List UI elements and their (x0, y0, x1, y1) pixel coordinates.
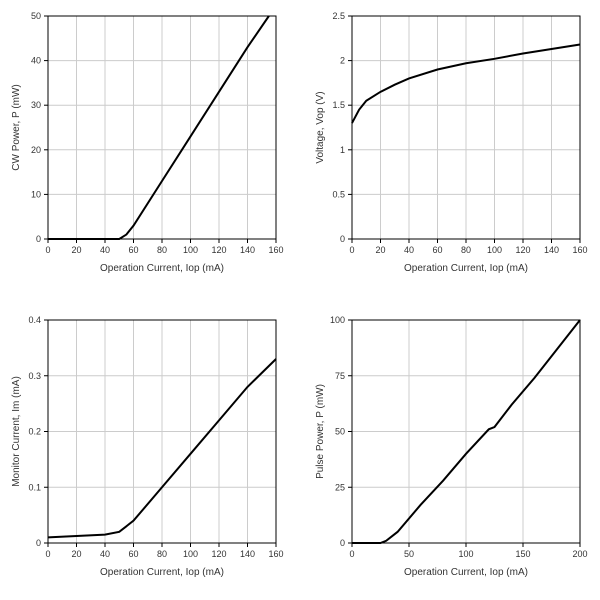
svg-text:0: 0 (349, 549, 354, 559)
svg-text:0: 0 (340, 234, 345, 244)
svg-text:20: 20 (71, 549, 81, 559)
svg-text:0: 0 (45, 549, 50, 559)
svg-text:0: 0 (36, 538, 41, 548)
svg-text:100: 100 (330, 315, 345, 325)
svg-text:80: 80 (157, 245, 167, 255)
svg-text:100: 100 (458, 549, 473, 559)
chart-svg-monitor-current: 0 20 40 60 80 100 120 140 160 0 0.1 0.2 0.3 0.4 Operat… (6, 310, 286, 585)
svg-text:80: 80 (157, 549, 167, 559)
svg-text:0: 0 (349, 245, 354, 255)
svg-text:CW Power, P (mW): CW Power, P (mW) (11, 84, 22, 170)
svg-text:140: 140 (544, 245, 559, 255)
svg-text:60: 60 (128, 549, 138, 559)
svg-text:160: 160 (268, 245, 283, 255)
svg-text:50: 50 (335, 427, 345, 437)
svg-text:Voltage, Vop (V): Voltage, Vop (V) (315, 91, 326, 163)
svg-text:30: 30 (31, 100, 41, 110)
svg-text:20: 20 (31, 145, 41, 155)
svg-text:120: 120 (515, 245, 530, 255)
chart-svg-cw-power: 0 20 40 60 80 100 120 140 160 0 10 20 30 40 50 Operatio… (6, 6, 286, 281)
svg-text:0.2: 0.2 (28, 427, 41, 437)
chart-svg-pulse-power: 0 50 100 150 200 0 25 50 75 100 Operation Current,… (310, 310, 590, 585)
svg-text:Operation Current, Iop (mA): Operation Current, Iop (mA) (404, 567, 528, 578)
svg-text:Pulse Power, P (mW): Pulse Power, P (mW) (315, 384, 326, 479)
svg-text:40: 40 (404, 245, 414, 255)
svg-text:0.1: 0.1 (28, 482, 41, 492)
svg-text:40: 40 (31, 56, 41, 66)
svg-text:0: 0 (340, 538, 345, 548)
svg-text:10: 10 (31, 189, 41, 199)
svg-text:Operation Current, Iop (mA): Operation Current, Iop (mA) (100, 263, 224, 274)
svg-text:160: 160 (268, 549, 283, 559)
svg-text:160: 160 (572, 245, 587, 255)
svg-text:Operation Current, Iop (mA): Operation Current, Iop (mA) (404, 263, 528, 274)
svg-text:0.4: 0.4 (28, 315, 41, 325)
svg-text:60: 60 (432, 245, 442, 255)
svg-text:100: 100 (183, 245, 198, 255)
chart-cw-power: 0 20 40 60 80 100 120 140 160 0 10 20 30 40 50 Operatio… (6, 6, 290, 290)
svg-text:1.5: 1.5 (332, 100, 345, 110)
svg-text:25: 25 (335, 482, 345, 492)
svg-text:50: 50 (31, 11, 41, 21)
svg-text:40: 40 (100, 549, 110, 559)
svg-text:0.5: 0.5 (332, 189, 345, 199)
svg-text:2.5: 2.5 (332, 11, 345, 21)
svg-text:150: 150 (515, 549, 530, 559)
svg-text:0: 0 (36, 234, 41, 244)
svg-text:20: 20 (71, 245, 81, 255)
svg-text:50: 50 (404, 549, 414, 559)
svg-text:100: 100 (183, 549, 198, 559)
svg-text:0.3: 0.3 (28, 371, 41, 381)
chart-pulse-power: 0 50 100 150 200 0 25 50 75 100 Operation Current,… (310, 310, 594, 594)
svg-text:Monitor Current, Im (mA): Monitor Current, Im (mA) (11, 376, 22, 487)
svg-text:20: 20 (375, 245, 385, 255)
svg-text:120: 120 (211, 549, 226, 559)
chart-svg-voltage: 0 20 40 60 80 100 120 140 160 0 0.5 1 1.5 2 2.5 Operati… (310, 6, 590, 281)
svg-text:140: 140 (240, 245, 255, 255)
chart-monitor-current: 0 20 40 60 80 100 120 140 160 0 0.1 0.2 0.3 0.4 Operat… (6, 310, 290, 594)
svg-text:1: 1 (340, 145, 345, 155)
svg-text:120: 120 (211, 245, 226, 255)
svg-text:2: 2 (340, 56, 345, 66)
chart-grid: 02040608010012014016001020304050Operatio… (0, 0, 600, 600)
svg-text:100: 100 (487, 245, 502, 255)
svg-text:200: 200 (572, 549, 587, 559)
chart-voltage: 0 20 40 60 80 100 120 140 160 0 0.5 1 1.5 2 2.5 Operati… (310, 6, 594, 290)
svg-text:40: 40 (100, 245, 110, 255)
svg-text:75: 75 (335, 371, 345, 381)
svg-text:80: 80 (461, 245, 471, 255)
svg-text:60: 60 (128, 245, 138, 255)
svg-text:0: 0 (45, 245, 50, 255)
svg-text:Operation Current, Iop (mA): Operation Current, Iop (mA) (100, 567, 224, 578)
svg-text:140: 140 (240, 549, 255, 559)
